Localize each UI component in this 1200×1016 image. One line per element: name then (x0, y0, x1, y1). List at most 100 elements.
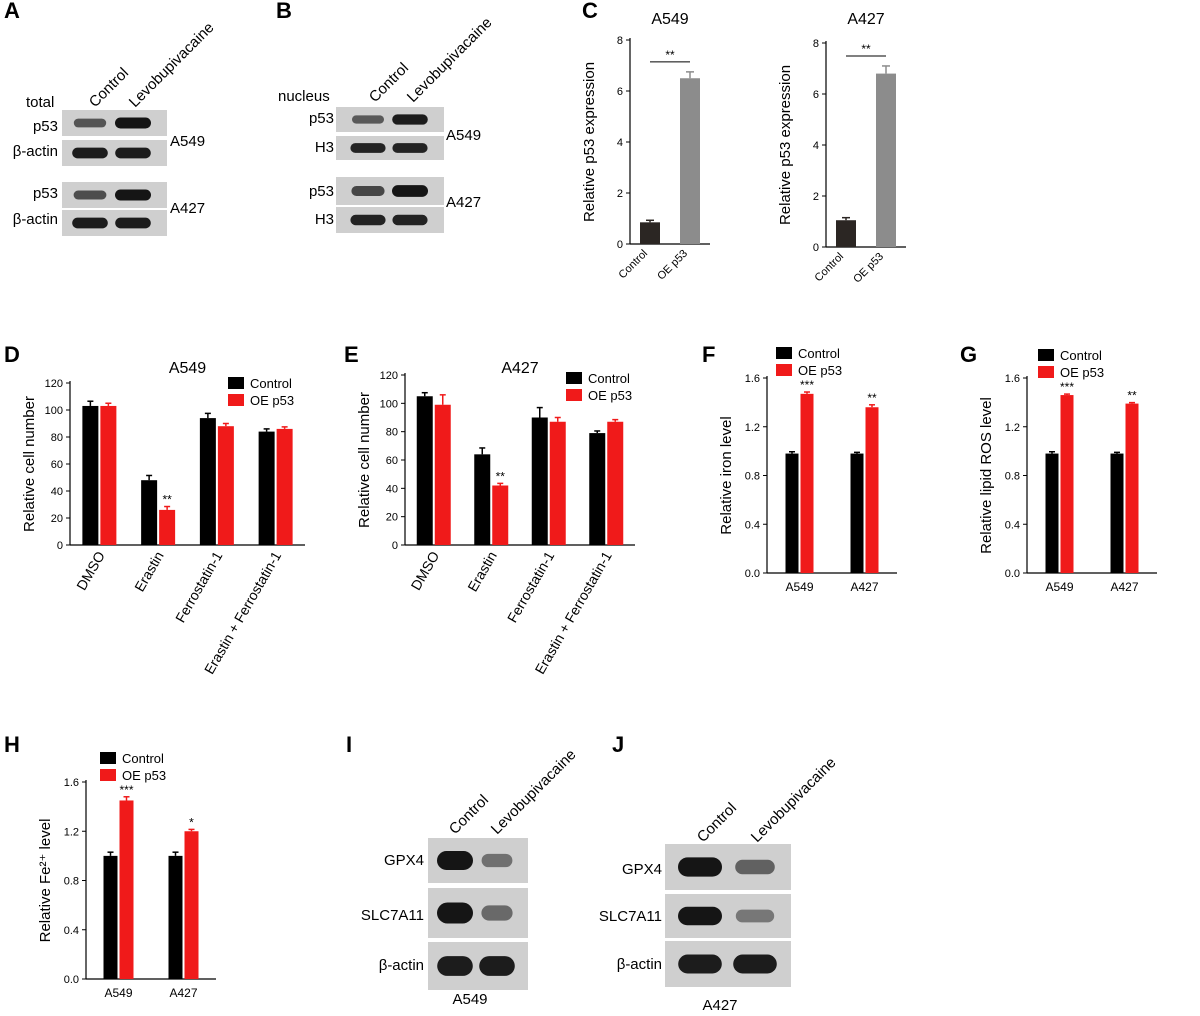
y-tick-label: 4 (617, 137, 623, 149)
row-label-slc7a11: SLC7A11 (361, 907, 424, 924)
blot-band (481, 853, 513, 868)
x-tick-label: A549 (785, 580, 813, 594)
legend-label: OE p53 (798, 363, 842, 378)
bar (850, 453, 864, 573)
legend-swatch (228, 394, 244, 406)
x-tick-label: Control (813, 251, 847, 285)
blot-header-total: total (26, 94, 54, 111)
bar (258, 431, 275, 545)
y-tick-label: 1.2 (64, 826, 79, 838)
chart-title: A427 (501, 360, 538, 377)
chart-d: A549 0 20 40 60 80 100 120 Relative cell number *… (21, 360, 305, 677)
y-tick-label: 80 (386, 427, 398, 439)
x-tick-label: A549 (1045, 580, 1073, 594)
bar (1060, 395, 1074, 573)
bar (100, 405, 117, 545)
y-tick-label: 1.2 (1005, 422, 1020, 434)
y-tick-label: 20 (51, 513, 63, 525)
x-tick-label: Control (617, 248, 651, 282)
y-tick-label: 2 (617, 188, 623, 200)
bar (531, 417, 548, 545)
bar (276, 428, 293, 545)
x-tick-label: A427 (169, 986, 197, 1000)
y-tick-label: 0 (57, 540, 63, 552)
bar (1045, 453, 1059, 573)
panel-label-d: D (4, 342, 20, 367)
panel-label-b: B (276, 0, 292, 23)
y-tick-label: 1.2 (745, 422, 760, 434)
chart-g: 0.0 0.4 0.8 1.2 1.6 Relative lipid ROS level *… (978, 348, 1157, 594)
bar (836, 220, 856, 247)
x-tick-label: OE p53 (851, 251, 886, 286)
row-label-h3: H3 (315, 211, 334, 228)
y-tick-label: 60 (386, 455, 398, 467)
bar (876, 73, 896, 247)
legend-label: OE p53 (588, 388, 632, 403)
panel-b: B Control Levobupivacaine nucleus p53 H3… (276, 0, 495, 233)
panel-label-g: G (960, 342, 977, 367)
significance-marker: *** (800, 378, 814, 392)
blot-band (115, 147, 151, 159)
y-tick-label: 100 (45, 405, 63, 417)
blot-band (678, 906, 722, 926)
blot-band (352, 115, 384, 124)
y-tick-label: 0.8 (1005, 471, 1020, 483)
x-tick-label: Ferrostatin-1 (504, 548, 558, 625)
cell-line-label: A549 (452, 991, 487, 1008)
cell-line-label: A427 (446, 194, 481, 211)
panel-label-f: F (702, 342, 715, 367)
bar (1125, 403, 1139, 573)
blot-band (733, 954, 777, 974)
panel-label-a: A (4, 0, 20, 23)
legend-swatch (1038, 349, 1054, 361)
row-label-b-actin: β-actin (617, 956, 662, 973)
y-tick-label: 0.8 (745, 471, 760, 483)
blot-band (350, 214, 386, 226)
bar (434, 404, 451, 545)
lane-label-control: Control (694, 800, 740, 846)
legend-label: Control (122, 751, 164, 766)
x-tick-label: DMSO (407, 548, 442, 592)
legend-label: OE p53 (1060, 365, 1104, 380)
chart-title: A427 (847, 11, 884, 28)
blot-band (73, 118, 107, 128)
bar (168, 855, 183, 979)
blot-band (392, 214, 428, 226)
blot-band (72, 217, 108, 229)
row-label-gpx4: GPX4 (384, 852, 424, 869)
blot-band (350, 143, 386, 153)
row-label-p53: p53 (33, 118, 58, 135)
legend-label: Control (798, 346, 840, 361)
panel-label-j: J (612, 732, 624, 757)
panel-j: J Control Levobupivacaine GPX4 SLC7A11 β… (599, 732, 840, 1014)
y-axis-label: Relative p53 expression (581, 62, 598, 222)
bar (416, 396, 433, 545)
y-tick-label: 6 (617, 86, 623, 98)
y-tick-label: 0.4 (64, 925, 79, 937)
panel-i: I Control Levobupivacaine GPX4 SLC7A11 β… (346, 732, 579, 1008)
legend-swatch (566, 389, 582, 401)
y-tick-label: 6 (813, 89, 819, 101)
bar (800, 393, 814, 573)
y-axis-label: Relative iron level (718, 416, 735, 534)
legend-swatch (100, 752, 116, 764)
y-tick-label: 0.8 (64, 876, 79, 888)
y-tick-label: 0.4 (1005, 519, 1020, 531)
lane-label-levobupivacaine: Levobupivacaine (488, 746, 580, 838)
blot-band (437, 956, 473, 976)
bar (159, 509, 176, 545)
legend-swatch (1038, 366, 1054, 378)
lane-label-control: Control (446, 792, 492, 838)
legend-swatch (776, 347, 792, 359)
lane-label-levobupivacaine: Levobupivacaine (126, 19, 218, 111)
bar (217, 426, 234, 545)
row-label-slc7a11: SLC7A11 (599, 908, 662, 925)
blot-band (481, 905, 513, 921)
bar (589, 433, 606, 545)
bar (607, 421, 624, 545)
panel-label-e: E (344, 342, 359, 367)
y-tick-label: 0.0 (745, 568, 760, 580)
x-tick-label: OE p53 (655, 248, 690, 283)
